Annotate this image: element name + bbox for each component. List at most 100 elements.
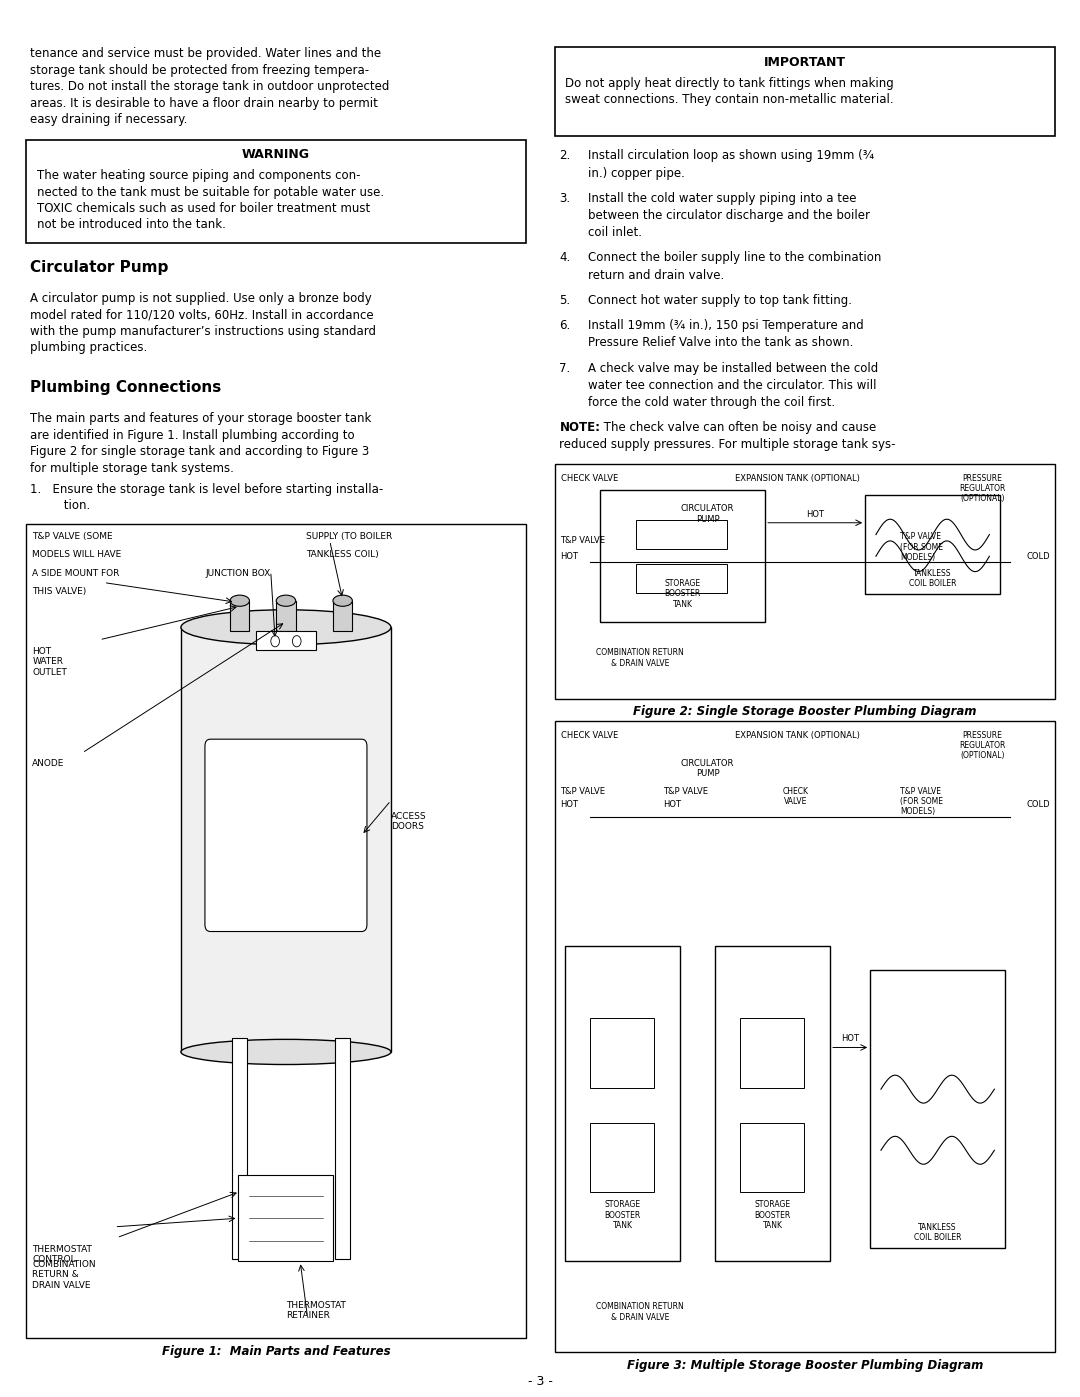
Bar (276, 601, 296, 631)
Text: with the pump manufacturer’s instructions using standard: with the pump manufacturer’s instruction… (30, 326, 376, 338)
Text: The main parts and features of your storage booster tank: The main parts and features of your stor… (30, 412, 372, 426)
Text: reduced supply pressures. For multiple storage tank sys-: reduced supply pressures. For multiple s… (559, 439, 896, 451)
Bar (741, 1018, 804, 1088)
Bar (26, 524, 526, 1338)
Text: Install the cold water supply piping into a tee: Install the cold water supply piping int… (588, 191, 856, 205)
Text: TANKLESS
COIL BOILER: TANKLESS COIL BOILER (914, 1222, 961, 1242)
Text: EXPANSION TANK (OPTIONAL): EXPANSION TANK (OPTIONAL) (735, 474, 860, 482)
Text: T&P VALVE
(FOR SOME
MODELS): T&P VALVE (FOR SOME MODELS) (900, 787, 943, 816)
Bar (232, 1038, 247, 1259)
Text: SUPPLY (TO BOILER: SUPPLY (TO BOILER (306, 532, 392, 541)
Ellipse shape (230, 595, 249, 606)
Text: CHECK
VALVE: CHECK VALVE (782, 787, 808, 806)
Text: T&P VALVE
(FOR SOME
MODELS): T&P VALVE (FOR SOME MODELS) (900, 532, 943, 562)
Bar (555, 721, 1055, 1352)
Text: HOT: HOT (561, 800, 579, 809)
Bar (636, 564, 727, 592)
Text: 6.: 6. (559, 320, 570, 332)
Bar (741, 1123, 804, 1192)
Text: ANODE: ANODE (32, 759, 65, 767)
Text: HOT
WATER
OUTLET: HOT WATER OUTLET (32, 647, 67, 676)
Text: Circulator Pump: Circulator Pump (30, 260, 168, 275)
Text: Connect the boiler supply line to the combination: Connect the boiler supply line to the co… (588, 251, 881, 264)
Text: CHECK VALVE: CHECK VALVE (561, 731, 618, 739)
Bar (26, 140, 526, 243)
Bar (600, 490, 765, 622)
Text: CHECK VALVE: CHECK VALVE (561, 474, 618, 482)
Text: STORAGE
BOOSTER
TANK: STORAGE BOOSTER TANK (755, 1200, 791, 1229)
Text: COMBINATION RETURN
& DRAIN VALVE: COMBINATION RETURN & DRAIN VALVE (596, 1302, 684, 1322)
Bar (636, 521, 727, 549)
Text: CIRCULATOR
PUMP: CIRCULATOR PUMP (681, 504, 734, 524)
Text: TANKLESS COIL): TANKLESS COIL) (306, 550, 379, 559)
Bar (865, 495, 1000, 594)
Text: STORAGE
BOOSTER
TANK: STORAGE BOOSTER TANK (605, 1200, 640, 1229)
Text: 1.   Ensure the storage tank is level before starting installa-: 1. Ensure the storage tank is level befo… (30, 482, 383, 496)
Text: storage tank should be protected from freezing tempera-: storage tank should be protected from fr… (30, 64, 369, 77)
Text: plumbing practices.: plumbing practices. (30, 341, 148, 355)
Text: A check valve may be installed between the cold: A check valve may be installed between t… (588, 362, 878, 374)
Text: 2.: 2. (559, 149, 570, 162)
Text: nected to the tank must be suitable for potable water use.: nected to the tank must be suitable for … (37, 186, 383, 198)
Bar (565, 946, 680, 1261)
Text: PRESSURE
REGULATOR
(OPTIONAL): PRESSURE REGULATOR (OPTIONAL) (959, 731, 1005, 760)
Text: Figure 1:  Main Parts and Features: Figure 1: Main Parts and Features (162, 1345, 390, 1358)
Ellipse shape (276, 595, 296, 606)
Text: Pressure Relief Valve into the tank as shown.: Pressure Relief Valve into the tank as s… (588, 337, 853, 349)
Ellipse shape (333, 595, 352, 606)
Text: MODELS WILL HAVE: MODELS WILL HAVE (32, 550, 122, 559)
Text: EXPANSION TANK (OPTIONAL): EXPANSION TANK (OPTIONAL) (735, 731, 860, 739)
Text: sweat connections. They contain non-metallic material.: sweat connections. They contain non-meta… (565, 94, 893, 106)
Text: not be introduced into the tank.: not be introduced into the tank. (37, 218, 226, 232)
Text: T&P VALVE: T&P VALVE (561, 536, 606, 545)
Text: in.) copper pipe.: in.) copper pipe. (588, 166, 685, 180)
Text: HOT: HOT (841, 1034, 860, 1044)
Text: A SIDE MOUNT FOR: A SIDE MOUNT FOR (32, 569, 120, 577)
Text: areas. It is desirable to have a floor drain nearby to permit: areas. It is desirable to have a floor d… (30, 96, 378, 110)
Text: THERMOSTAT
CONTROL: THERMOSTAT CONTROL (32, 1245, 92, 1264)
Text: Install 19mm (¾ in.), 150 psi Temperature and: Install 19mm (¾ in.), 150 psi Temperatur… (588, 320, 863, 332)
Bar (256, 631, 316, 650)
Text: TOXIC chemicals such as used for boiler treatment must: TOXIC chemicals such as used for boiler … (37, 203, 370, 215)
Text: NOTE:: NOTE: (559, 422, 600, 434)
Text: STORAGE
BOOSTER
TANK: STORAGE BOOSTER TANK (664, 578, 701, 609)
Ellipse shape (181, 610, 391, 645)
Text: WARNING: WARNING (242, 148, 310, 161)
Text: THIS VALVE): THIS VALVE) (32, 587, 86, 595)
Text: JUNCTION BOX: JUNCTION BOX (206, 569, 271, 577)
Text: T&P VALVE: T&P VALVE (561, 787, 606, 795)
Text: Connect hot water supply to top tank fitting.: Connect hot water supply to top tank fit… (588, 293, 851, 307)
Bar (230, 601, 249, 631)
Text: COLD: COLD (1026, 800, 1050, 809)
Text: The check valve can often be noisy and cause: The check valve can often be noisy and c… (600, 422, 877, 434)
Text: Plumbing Connections: Plumbing Connections (30, 380, 221, 395)
Text: 4.: 4. (559, 251, 570, 264)
Bar (555, 464, 1055, 698)
Text: IMPORTANT: IMPORTANT (765, 56, 846, 68)
Text: COMBINATION RETURN
& DRAIN VALVE: COMBINATION RETURN & DRAIN VALVE (596, 648, 684, 668)
Text: 7.: 7. (559, 362, 570, 374)
Text: tures. Do not install the storage tank in outdoor unprotected: tures. Do not install the storage tank i… (30, 81, 390, 94)
Text: Do not apply heat directly to tank fittings when making: Do not apply heat directly to tank fitti… (565, 77, 893, 89)
Bar (335, 1038, 350, 1259)
FancyBboxPatch shape (205, 739, 367, 932)
Text: CIRCULATOR
PUMP: CIRCULATOR PUMP (681, 759, 734, 778)
Text: 5.: 5. (559, 293, 570, 307)
Text: water tee connection and the circulator. This will: water tee connection and the circulator.… (588, 379, 876, 393)
Text: coil inlet.: coil inlet. (588, 226, 642, 239)
Text: HOT: HOT (663, 800, 680, 809)
Bar (239, 1175, 334, 1261)
Text: force the cold water through the coil first.: force the cold water through the coil fi… (588, 395, 835, 409)
Text: Figure 2 for single storage tank and according to Figure 3: Figure 2 for single storage tank and acc… (30, 446, 369, 458)
Text: easy draining if necessary.: easy draining if necessary. (30, 113, 188, 127)
Text: for multiple storage tank systems.: for multiple storage tank systems. (30, 462, 234, 475)
Text: Install circulation loop as shown using 19mm (¾: Install circulation loop as shown using … (588, 149, 874, 162)
Text: PRESSURE
REGULATOR
(OPTIONAL): PRESSURE REGULATOR (OPTIONAL) (959, 474, 1005, 503)
Text: The water heating source piping and components con-: The water heating source piping and comp… (37, 169, 361, 182)
Bar (591, 1018, 653, 1088)
Ellipse shape (181, 1039, 391, 1065)
Text: THERMOSTAT
RETAINER: THERMOSTAT RETAINER (286, 1301, 346, 1320)
Text: HOT: HOT (806, 510, 824, 518)
Text: HOT: HOT (561, 552, 579, 560)
Bar (870, 970, 1005, 1248)
